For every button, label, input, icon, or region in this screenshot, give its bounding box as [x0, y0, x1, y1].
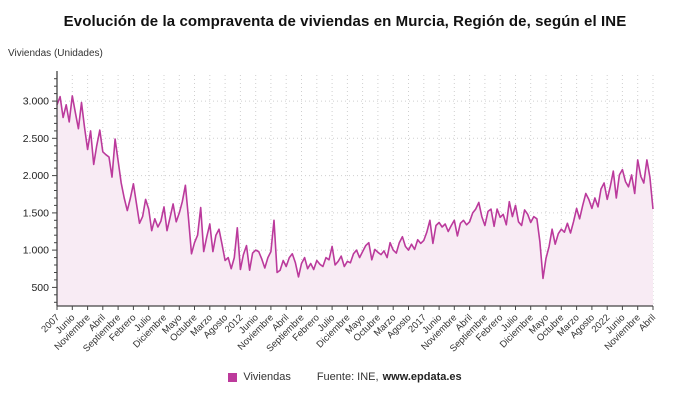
legend-item-viviendas[interactable]: Viviendas [228, 371, 291, 383]
svg-text:2.500: 2.500 [23, 133, 49, 145]
legend-label: Viviendas [243, 371, 291, 383]
page-title: Evolución de la compraventa de viviendas… [63, 13, 627, 30]
svg-text:2.000: 2.000 [23, 170, 49, 182]
svg-text:1.500: 1.500 [23, 207, 49, 219]
epdata-link[interactable]: www.epdata.es [382, 371, 462, 383]
source-note: Fuente: INE, www.epdata.es [317, 371, 462, 383]
y-axis-unit-label: Viviendas (Unidades) [8, 48, 103, 59]
svg-text:1.000: 1.000 [23, 245, 49, 257]
legend-swatch-icon [228, 372, 238, 382]
svg-text:500: 500 [31, 282, 49, 294]
source-prefix: Fuente: INE, [316, 371, 379, 383]
svg-text:Abril: Abril [637, 312, 658, 333]
svg-text:3.000: 3.000 [23, 96, 49, 108]
chart-footer: Viviendas Fuente: INE, www.epdata.es [0, 371, 690, 383]
